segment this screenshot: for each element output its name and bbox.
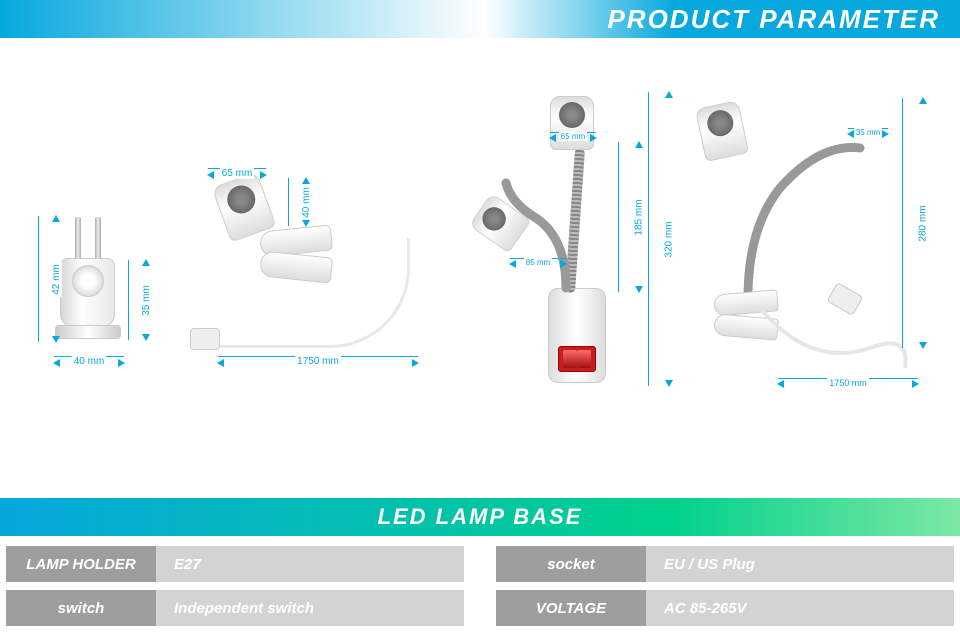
spec-val: E27 — [156, 546, 464, 582]
spec-val: Independent switch — [156, 590, 464, 626]
spec-key: LAMP HOLDER — [6, 546, 156, 582]
dim-arrow-dual-split-w: 85 mm — [510, 258, 566, 268]
spec-val: EU / US Plug — [646, 546, 954, 582]
header-gradient-right: PRODUCT PARAMETER — [485, 0, 960, 38]
clip-cable — [200, 238, 410, 348]
product-single-gooseneck-clip — [700, 78, 930, 398]
dim-label: 1750 mm — [295, 356, 341, 367]
dim-label: 65 mm — [220, 168, 255, 179]
spec-row: switch Independent switch — [6, 590, 464, 626]
spec-key: socket — [496, 546, 646, 582]
spec-val: AC 85-265V — [646, 590, 954, 626]
spec-key: VOLTAGE — [496, 590, 646, 626]
spec-tables: LAMP HOLDER E27 switch Independent switc… — [0, 536, 960, 634]
section-title-bar: LED LAMP BASE — [0, 498, 960, 536]
dim-arrow-adapter-body-h: 35 mm — [128, 260, 164, 340]
dual-base — [548, 288, 606, 383]
spec-row: VOLTAGE AC 85-265V — [496, 590, 954, 626]
dim-label: 42 mm — [51, 262, 62, 297]
dim-label: 35 mm — [854, 128, 882, 137]
dim-label: 40 mm — [72, 356, 107, 367]
dim-label: 1750 mm — [827, 378, 869, 388]
dim-label: 85 mm — [524, 258, 552, 267]
dim-label: 320 mm — [664, 219, 675, 259]
spec-row: socket EU / US Plug — [496, 546, 954, 582]
spec-col-right: socket EU / US Plug VOLTAGE AC 85-265V — [496, 546, 954, 634]
spec-key: switch — [6, 590, 156, 626]
dim-label: 65 mm — [559, 132, 587, 141]
dim-arrow-clip-socket-h: 40 mm — [288, 178, 324, 226]
clip-plug — [190, 328, 220, 350]
dim-label: 35 mm — [141, 283, 152, 318]
dual-switch — [558, 346, 596, 372]
dim-arrow-clip-socket-w: 65 mm — [208, 168, 266, 180]
dim-arrow-adapter-w: 40 mm — [54, 356, 124, 368]
dim-label: 185 mm — [634, 197, 645, 237]
adapter-socket-ring — [72, 265, 104, 297]
dim-arrow-clip-cable: 1750 mm — [218, 356, 418, 368]
dim-label: 280 mm — [918, 203, 929, 243]
header-bar: PRODUCT PARAMETER — [0, 0, 960, 38]
dim-arrow-single-cable: 1750 mm — [778, 378, 918, 389]
dim-arrow-single-head-w: 35 mm — [848, 128, 888, 138]
section-title: LED LAMP BASE — [378, 504, 583, 530]
product-diagram-area: 42 mm 35 mm 40 mm 65 mm 40 mm 1750 mm — [0, 38, 960, 498]
adapter-prong — [75, 217, 81, 259]
dim-arrow-single-total: 280 mm — [902, 98, 943, 348]
header-gradient-left — [0, 0, 485, 38]
spec-row: LAMP HOLDER E27 — [6, 546, 464, 582]
spec-col-left: LAMP HOLDER E27 switch Independent switc… — [6, 546, 464, 634]
adapter-prong — [95, 217, 101, 259]
dim-arrow-dual-total: 320 mm — [648, 92, 689, 386]
dim-label: 40 mm — [301, 185, 312, 220]
dim-arrow-adapter-total-h: 42 mm — [38, 216, 74, 342]
header-title: PRODUCT PARAMETER — [607, 4, 940, 35]
single-socket-head — [695, 100, 749, 162]
dim-arrow-dual-head-w: 65 mm — [550, 132, 596, 142]
